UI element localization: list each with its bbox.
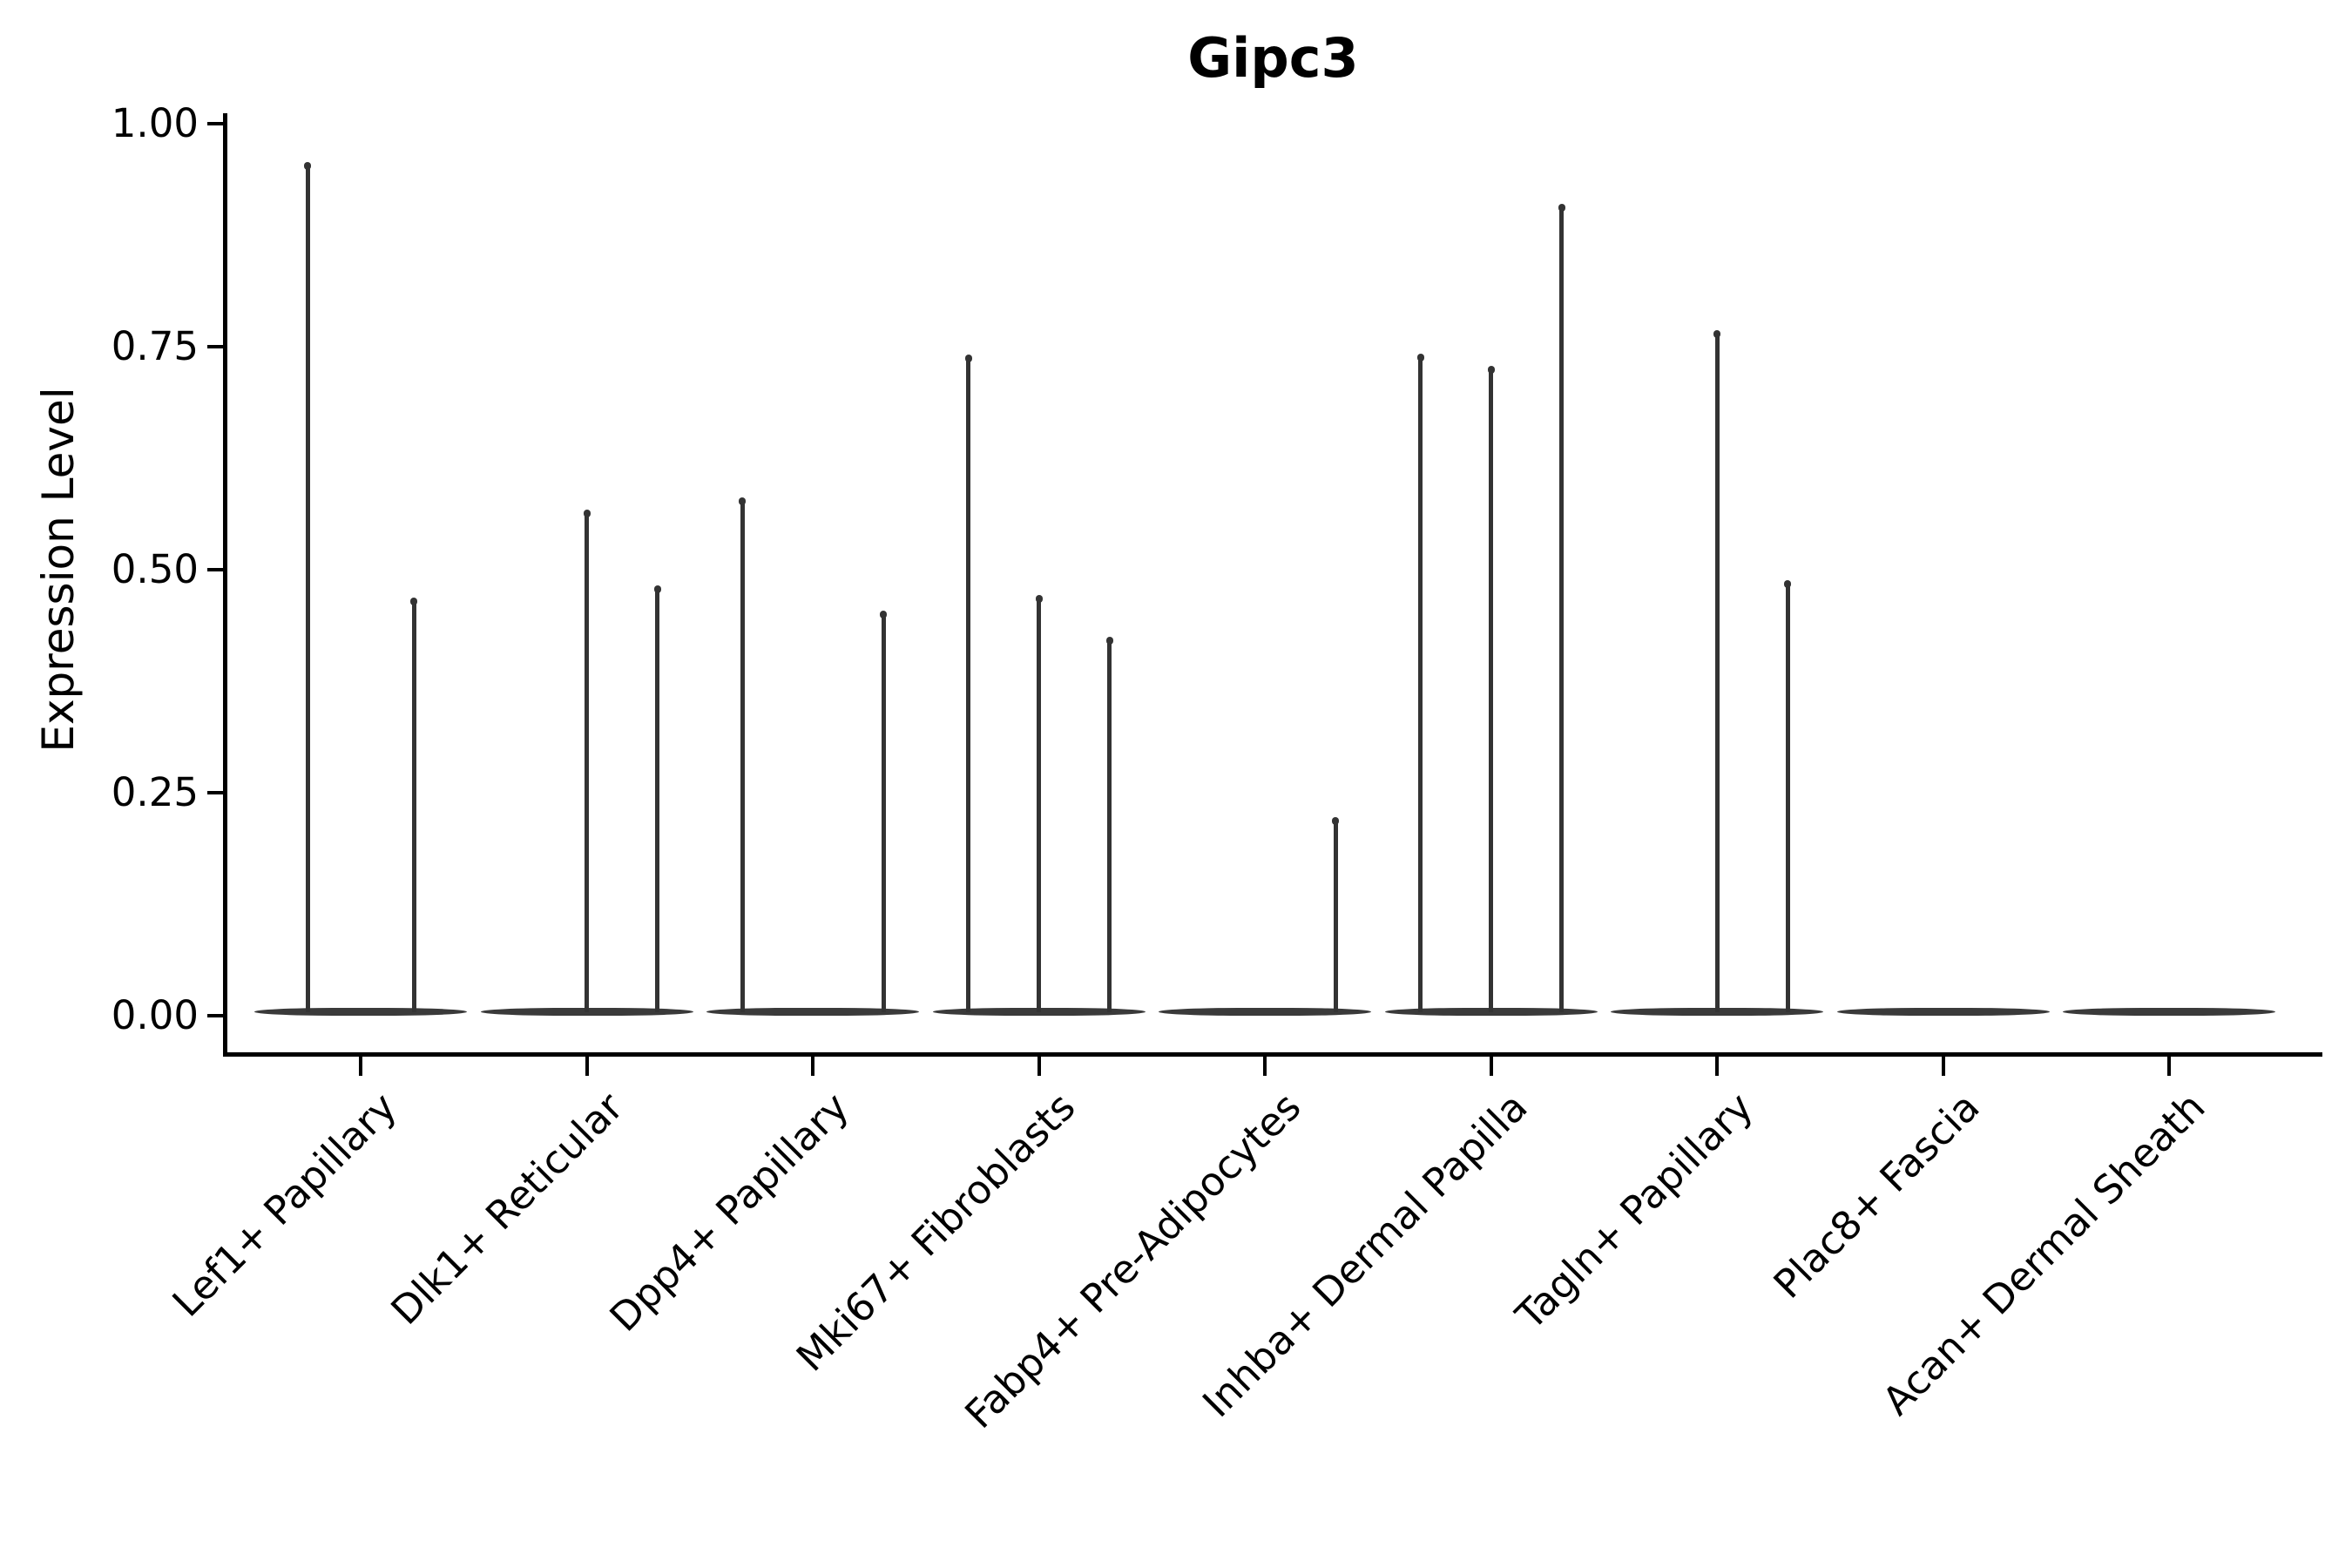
y-axis-tick xyxy=(207,345,225,348)
violin-spike xyxy=(583,510,591,1012)
violin-spike xyxy=(739,497,746,1012)
y-tick-label: 0.00 xyxy=(111,992,199,1038)
y-axis-tick xyxy=(207,122,225,125)
violin-base xyxy=(1836,1008,2050,1016)
x-tick-label: Dpp4+ Papillary xyxy=(600,1084,858,1341)
y-tick-label: 1.00 xyxy=(111,100,199,146)
violin-spike xyxy=(1035,594,1043,1012)
violin-spike xyxy=(1713,329,1720,1012)
violin-spike xyxy=(1105,636,1113,1012)
x-axis-tick xyxy=(1489,1057,1493,1076)
x-axis-tick xyxy=(1263,1057,1267,1076)
y-axis-spine xyxy=(223,113,227,1057)
violin-spike xyxy=(1784,580,1791,1012)
violin-spike xyxy=(1332,816,1339,1012)
y-tick-label: 0.50 xyxy=(111,546,199,592)
violin-spike xyxy=(964,355,972,1012)
violin-spike xyxy=(410,597,417,1012)
y-axis-tick xyxy=(207,791,225,794)
x-tick-label: Dlk1+ Reticular xyxy=(382,1084,632,1334)
violin-spike xyxy=(304,162,311,1012)
x-axis-spine xyxy=(223,1052,2322,1057)
violin-base xyxy=(254,1008,467,1016)
x-axis-tick xyxy=(2167,1057,2171,1076)
x-tick-label: Inhba+ Dermal Papilla xyxy=(1193,1084,1536,1427)
y-axis-tick xyxy=(207,1014,225,1017)
violin-spike xyxy=(1487,365,1495,1012)
x-tick-label: Acan+ Dermal Sheath xyxy=(1873,1084,2214,1424)
y-axis-tick xyxy=(207,568,225,571)
y-tick-label: 0.25 xyxy=(111,769,199,815)
violin-base xyxy=(706,1008,919,1016)
violin-spike xyxy=(653,585,661,1012)
y-tick-label: 0.75 xyxy=(111,323,199,369)
x-axis-tick xyxy=(359,1057,362,1076)
x-axis-tick xyxy=(1037,1057,1041,1076)
x-tick-label: Plac8+ Fascia xyxy=(1764,1084,1988,1308)
violin-spike xyxy=(880,611,887,1012)
x-tick-label: Fabp4+ Pre-Adipocytes xyxy=(956,1084,1310,1438)
violin-spike xyxy=(1558,204,1565,1012)
x-axis-tick xyxy=(1941,1057,1945,1076)
violin-base xyxy=(2063,1008,2275,1016)
x-tick-label: Lef1+ Papillary xyxy=(163,1084,406,1326)
chart-title: Gipc3 xyxy=(1187,26,1359,90)
x-axis-tick xyxy=(585,1057,589,1076)
violin-spike xyxy=(1416,354,1424,1012)
x-axis-tick xyxy=(1715,1057,1719,1076)
x-tick-label: Tagln+ Papillary xyxy=(1506,1084,1762,1339)
x-axis-tick xyxy=(811,1057,814,1076)
x-tick-label: Mki67+ Fibroblasts xyxy=(787,1084,1084,1381)
violin-base xyxy=(1159,1008,1371,1016)
